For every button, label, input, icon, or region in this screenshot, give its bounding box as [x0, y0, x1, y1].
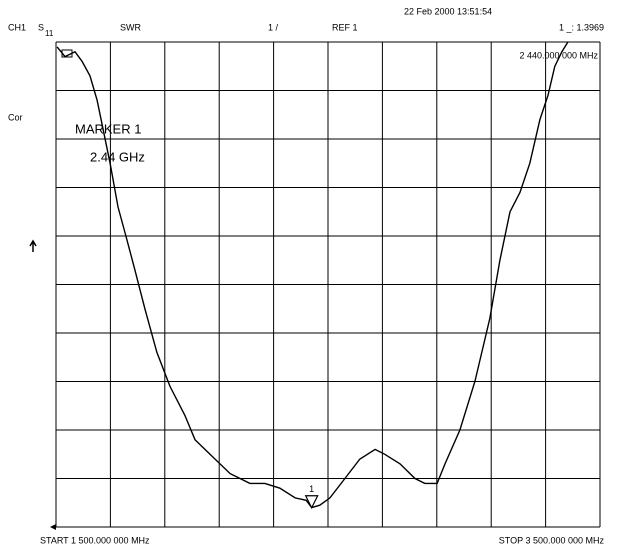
channel: CH1 — [8, 22, 26, 32]
format: SWR — [120, 22, 141, 32]
marker-readout: 1 _: 1.3969 — [559, 22, 604, 32]
ref-pointer — [50, 524, 56, 530]
stop-frequency: STOP 3 500.000 000 MHz — [499, 535, 605, 545]
param-sub: 11 — [45, 29, 54, 38]
marker-frequency: 2 440.000 000 MHz — [519, 50, 598, 60]
marker-label: 1 — [309, 484, 314, 494]
marker-title: MARKER 1 — [75, 121, 141, 136]
scale: 1 / — [268, 22, 279, 32]
ref-arrow — [29, 239, 37, 252]
correction: Cor — [8, 112, 23, 122]
date-time: 22 Feb 2000 13:51:54 — [404, 6, 492, 16]
ref: REF 1 — [332, 22, 358, 32]
marker-note: 2.44 GHz — [90, 149, 145, 164]
marker-triangle — [304, 495, 319, 510]
param: S — [38, 22, 44, 32]
start-frequency: START 1 500.000 000 MHz — [40, 535, 150, 545]
